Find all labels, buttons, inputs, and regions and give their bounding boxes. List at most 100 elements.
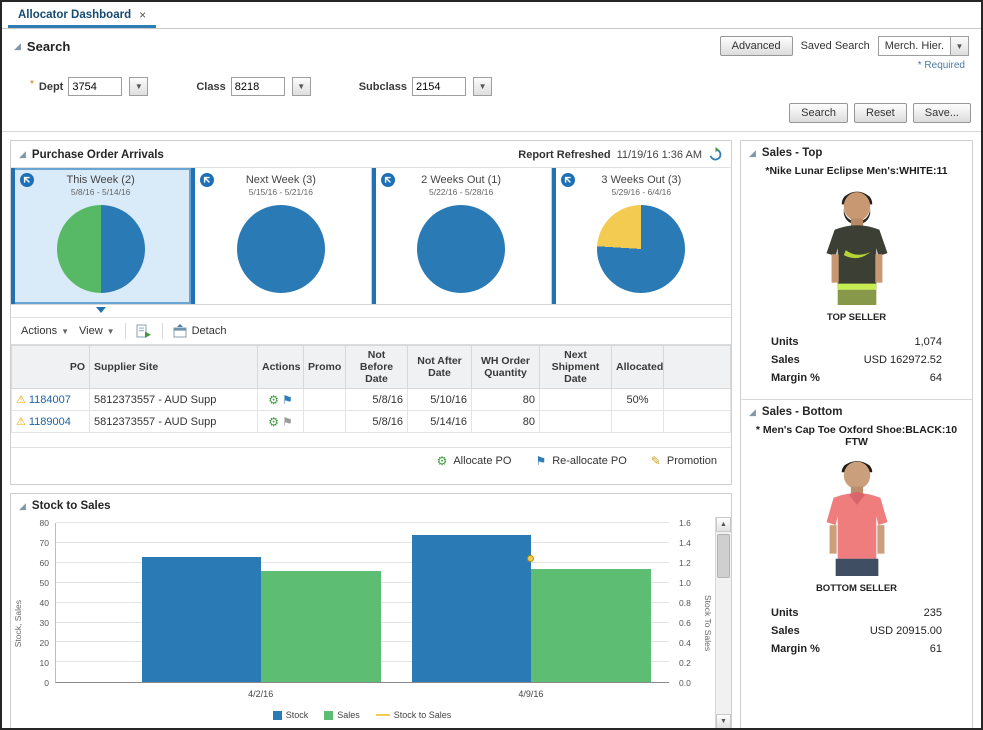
column-header-po[interactable]: PO [11, 344, 90, 390]
tab-close-icon[interactable]: × [139, 8, 147, 22]
view-menu[interactable]: View ▼ [79, 325, 115, 337]
table-row[interactable]: ⚠ 1184007 5812373557 - AUD Supp ⚙ ⚑ 5/8/1… [11, 388, 731, 412]
allocate-po-icon: ⚙ [436, 454, 448, 469]
column-header-supplier-site[interactable]: Supplier Site [89, 344, 258, 390]
y-tick-label: 1.6 [679, 518, 691, 529]
margin-label: Margin % [771, 372, 820, 384]
scroll-up-button[interactable]: ▲ [716, 517, 731, 533]
chevron-down-icon: ▼ [106, 326, 115, 336]
save-button[interactable]: Save... [912, 103, 971, 123]
subclass-dropdown-button[interactable]: ▼ [473, 77, 493, 96]
tab-allocator-dashboard[interactable]: Allocator Dashboard × [8, 3, 157, 28]
po-arrivals-panel: ◢ Purchase Order Arrivals Report Refresh… [10, 140, 732, 486]
sales-sidebar: ◢ Sales - Top *Nike Lunar Eclipse Men's:… [740, 140, 973, 728]
export-button[interactable] [136, 324, 152, 338]
sales-top-title: Sales - Top [761, 147, 823, 159]
po-arrival-cards: This Week (2) 5/8/16 - 5/14/16 Next Week… [11, 167, 731, 305]
card-pie-chart [417, 205, 506, 293]
sales-bottom-collapse-icon[interactable]: ◢ [749, 406, 756, 417]
y-tick-label: 0.2 [679, 658, 691, 669]
left-column: ◢ Purchase Order Arrivals Report Refresh… [10, 140, 732, 728]
table-toolbar: Actions ▼ View ▼ Detach [11, 317, 731, 345]
sales-value: USD 20915.00 [869, 625, 942, 637]
y-tick-label: 10 [39, 658, 49, 669]
stock-panel-collapse-icon[interactable]: ◢ [19, 500, 26, 511]
advanced-button[interactable]: Advanced [719, 36, 793, 56]
drill-icon[interactable] [20, 173, 34, 187]
chart-yaxis-right: 0.0 0.2 0.4 0.6 0.8 1.0 1.2 1.4 1.6 [675, 518, 701, 688]
not-before-cell: 5/8/16 [345, 410, 408, 434]
class-field: Class ▼ [196, 77, 311, 96]
vertical-scrollbar[interactable]: ▲ ▼ [715, 517, 731, 728]
search-button[interactable]: Search [789, 103, 848, 123]
column-header-wh-qty[interactable]: WH Order Quantity [471, 344, 540, 390]
search-collapse-icon[interactable]: ◢ [14, 41, 21, 51]
allocated-cell [611, 410, 664, 434]
chevron-down-icon[interactable]: ▼ [950, 37, 968, 55]
scroll-down-button[interactable]: ▼ [716, 714, 731, 728]
legend-item: Stock [272, 710, 308, 720]
tab-bar: Allocator Dashboard × [2, 2, 981, 29]
po-link[interactable]: 1184007 [28, 394, 71, 407]
subclass-input[interactable] [412, 77, 467, 96]
column-header-allocated[interactable]: Allocated [611, 344, 664, 390]
units-label: Units [771, 336, 799, 348]
actions-menu[interactable]: Actions ▼ [21, 325, 69, 337]
units-value: 235 [923, 607, 942, 619]
next-shipment-cell [539, 410, 612, 434]
dept-field: * Dept ▼ [30, 77, 149, 96]
required-asterisk: * [30, 79, 34, 90]
po-link[interactable]: 1189004 [28, 416, 71, 429]
toolbar-separator [161, 323, 163, 339]
y-tick-label: 0.4 [679, 638, 691, 649]
column-header-promo[interactable]: Promo [303, 344, 346, 390]
card-two-weeks-out[interactable]: 2 Weeks Out (1) 5/22/16 - 5/28/16 [371, 168, 552, 304]
class-dropdown-button[interactable]: ▼ [291, 77, 311, 96]
legend-swatch [324, 710, 334, 720]
dept-dropdown-button[interactable]: ▼ [129, 77, 149, 96]
bar-stock [141, 556, 262, 683]
class-input[interactable] [230, 77, 285, 96]
card-this-week[interactable]: This Week (2) 5/8/16 - 5/14/16 [11, 168, 192, 304]
refresh-icon[interactable] [708, 147, 723, 162]
column-header-actions[interactable]: Actions [257, 344, 304, 390]
sales-top-collapse-icon[interactable]: ◢ [749, 147, 756, 158]
card-three-weeks-out[interactable]: 3 Weeks Out (3) 5/29/16 - 6/4/16 [551, 168, 731, 304]
left-axis-title: Stock, Sales [13, 599, 23, 647]
reallocate-po-icon[interactable]: ⚑ [282, 392, 293, 407]
column-header-not-after[interactable]: Not After Date [407, 344, 472, 390]
scrollbar-thumb[interactable] [717, 534, 730, 579]
column-header-not-before[interactable]: Not Before Date [345, 344, 408, 390]
card-date-range: 5/29/16 - 6/4/16 [611, 187, 672, 197]
gridline [56, 561, 669, 563]
allocate-po-icon[interactable]: ⚙ [268, 414, 279, 429]
legend-item: Sales [324, 710, 360, 720]
po-panel-collapse-icon[interactable]: ◢ [19, 149, 26, 159]
saved-search-select[interactable]: Merch. Hier. ▼ [877, 36, 969, 56]
allocate-po-icon[interactable]: ⚙ [268, 392, 279, 407]
reset-button[interactable]: Reset [854, 103, 907, 123]
actions-menu-label: Actions [21, 325, 58, 337]
column-header-next-shipment[interactable]: Next Shipment Date [539, 344, 612, 390]
table-row[interactable]: ⚠ 1189004 5812373557 - AUD Supp ⚙ ⚑ 5/8/1… [11, 410, 731, 434]
saved-search-value: Merch. Hier. [884, 40, 944, 52]
column-header-filler [663, 344, 731, 390]
class-label: Class [196, 80, 226, 93]
drill-icon[interactable] [380, 173, 395, 187]
saved-search-label: Saved Search [800, 40, 870, 52]
dept-input[interactable] [68, 77, 123, 96]
margin-label: Margin % [771, 643, 820, 655]
reallocate-po-icon[interactable]: ⚑ [282, 414, 293, 429]
drill-icon[interactable] [200, 173, 215, 187]
drill-icon[interactable] [560, 173, 575, 187]
detach-button[interactable]: Detach [173, 324, 227, 338]
detach-label: Detach [191, 325, 227, 337]
y-tick-label: 0.0 [679, 678, 691, 689]
bottom-seller-stats: Units 235 Sales USD 20915.00 Margin % 61 [771, 604, 942, 658]
y-tick-label: 20 [39, 638, 49, 649]
reallocate-po-icon: ⚑ [535, 454, 547, 469]
card-next-week[interactable]: Next Week (3) 5/15/16 - 5/21/16 [191, 168, 372, 304]
subclass-field: Subclass ▼ [359, 77, 493, 96]
warning-icon: ⚠ [16, 416, 26, 429]
